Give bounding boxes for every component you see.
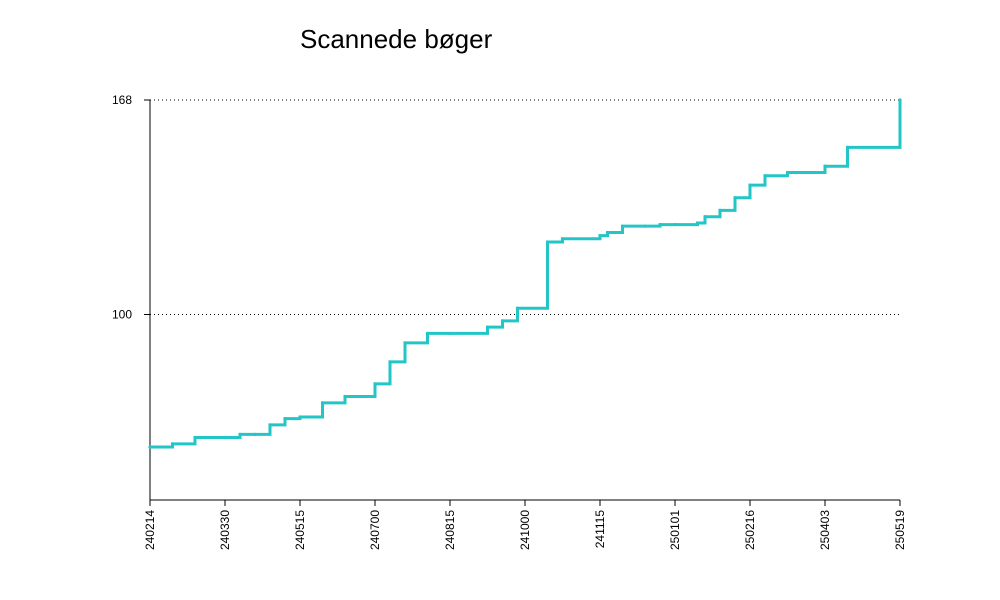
data-point bbox=[515, 306, 520, 310]
data-point bbox=[748, 183, 752, 187]
data-point bbox=[763, 174, 767, 178]
data-point bbox=[283, 417, 287, 421]
data-point bbox=[718, 208, 722, 213]
data-point bbox=[643, 224, 647, 228]
x-tick-label: 250403 bbox=[818, 510, 832, 550]
data-point bbox=[298, 415, 302, 419]
x-tick-label: 250101 bbox=[668, 510, 682, 550]
data-point bbox=[403, 341, 407, 345]
x-tick-label: 240330 bbox=[218, 510, 232, 550]
chart-title: Scannede bøger bbox=[300, 24, 493, 54]
data-point bbox=[253, 432, 257, 436]
x-tick-label: 250519 bbox=[893, 510, 907, 550]
data-point bbox=[343, 394, 347, 399]
x-tick-label: 240815 bbox=[443, 510, 457, 550]
data-point bbox=[238, 432, 242, 436]
x-tick-label: 240515 bbox=[293, 510, 307, 550]
data-point bbox=[560, 237, 565, 241]
data-point bbox=[845, 145, 850, 149]
x-tick-label: 250216 bbox=[743, 510, 757, 550]
data-point bbox=[425, 331, 430, 336]
data-point bbox=[448, 331, 452, 336]
x-tick-label: 240214 bbox=[143, 510, 157, 550]
data-point bbox=[620, 224, 625, 228]
data-point bbox=[148, 445, 152, 449]
data-point bbox=[193, 435, 197, 440]
data-point bbox=[703, 215, 707, 219]
x-tick-label: 241115 bbox=[593, 510, 607, 549]
data-point bbox=[223, 435, 227, 440]
data-point bbox=[268, 423, 272, 427]
data-point bbox=[320, 401, 325, 405]
y-tick-label: 100 bbox=[112, 308, 132, 322]
y-tick-label: 168 bbox=[112, 93, 132, 107]
data-point bbox=[545, 240, 550, 244]
data-point bbox=[673, 223, 677, 227]
series-line bbox=[150, 100, 902, 449]
data-point bbox=[658, 223, 662, 227]
data-point bbox=[785, 170, 790, 175]
data-point bbox=[823, 164, 827, 168]
x-tick-label: 241000 bbox=[518, 510, 532, 550]
data-point bbox=[388, 360, 392, 364]
data-point bbox=[733, 196, 737, 200]
data-point bbox=[605, 230, 610, 235]
data-point bbox=[695, 221, 700, 225]
data-point bbox=[170, 442, 175, 446]
data-point bbox=[373, 382, 377, 386]
data-point bbox=[898, 98, 902, 102]
data-point bbox=[485, 325, 490, 329]
data-point bbox=[500, 319, 505, 323]
data-point bbox=[598, 234, 602, 238]
x-tick-label: 240700 bbox=[368, 510, 382, 550]
